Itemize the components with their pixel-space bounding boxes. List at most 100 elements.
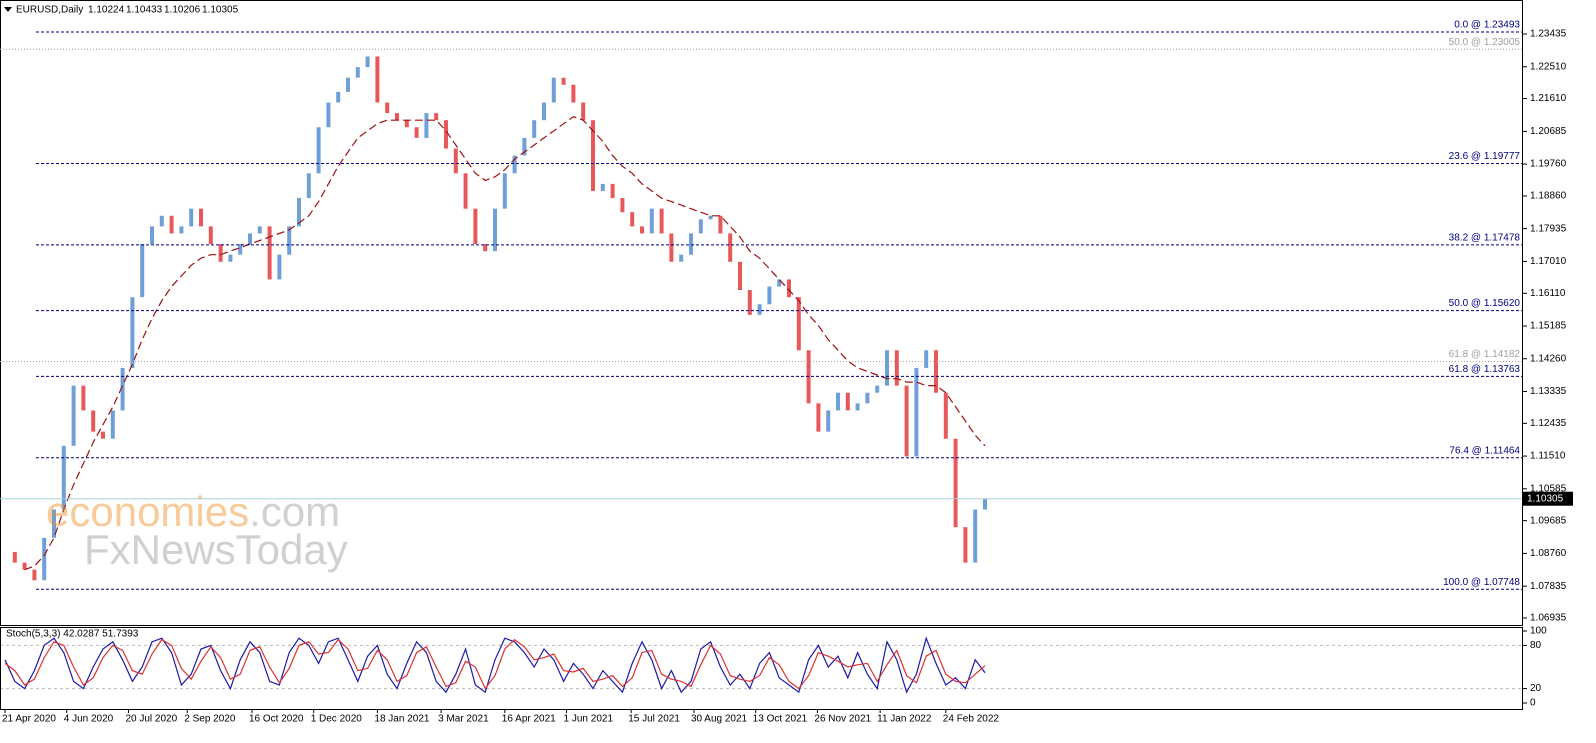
candle: [669, 233, 674, 262]
fib-label: 0.0 @ 1.23493: [1454, 20, 1520, 31]
candle: [777, 279, 782, 287]
moving-average: [24, 116, 986, 571]
candle: [649, 208, 654, 234]
x-tick-label: 1 Jun 2021: [564, 714, 614, 725]
candle: [659, 208, 664, 234]
candle: [728, 233, 733, 262]
candle: [228, 254, 233, 262]
candle: [718, 215, 723, 234]
x-tick-label: 3 Mar 2021: [438, 714, 489, 725]
candle: [640, 226, 644, 234]
candle: [140, 244, 145, 298]
stoch-line: [4, 638, 986, 690]
candle: [297, 198, 301, 227]
candle: [316, 127, 321, 174]
y-tick-label: 1.20685: [1530, 126, 1567, 137]
candle: [493, 208, 497, 252]
x-tick-label: 13 Oct 2021: [753, 714, 808, 725]
main-pane-border: [0, 0, 1523, 626]
candle: [120, 367, 125, 411]
fib-label: 38.2 @ 1.17478: [1449, 232, 1521, 243]
candle: [169, 215, 174, 234]
candle: [453, 148, 458, 174]
candle: [973, 509, 978, 563]
y-tick-label: 1.18860: [1530, 191, 1567, 202]
plot-layer: [0, 56, 1522, 694]
candle: [963, 527, 968, 563]
y-tick-label: 1.08760: [1530, 548, 1567, 559]
y-tick-label: 1.11510: [1530, 451, 1566, 462]
candle: [287, 226, 292, 255]
candle: [571, 84, 576, 103]
candle: [336, 91, 341, 103]
candle: [885, 350, 889, 386]
candle: [101, 431, 105, 439]
stoch-tick-label: 0: [1530, 698, 1536, 709]
watermark-domain: .com: [249, 488, 340, 535]
candle: [189, 208, 194, 227]
last-price-label: 1.10305: [1527, 493, 1564, 504]
candle: [894, 350, 899, 386]
candle: [444, 120, 448, 149]
candle: [267, 226, 272, 280]
candle: [551, 77, 556, 103]
y-tick-label: 1.06935: [1530, 613, 1567, 624]
y-tick-label: 1.23435: [1530, 29, 1567, 40]
y-tick-label: 1.10585: [1530, 483, 1567, 494]
y-tick-label: 1.21610: [1530, 93, 1567, 104]
stoch-tick-label: 20: [1530, 683, 1542, 694]
candle: [532, 120, 537, 138]
candle: [12, 551, 17, 563]
candle: [924, 350, 929, 368]
stoch-tick-label: 100: [1530, 626, 1547, 637]
collapse-arrow[interactable]: [4, 7, 12, 12]
x-tick-label: 15 Jul 2021: [628, 714, 680, 725]
candle: [914, 367, 919, 457]
candle: [855, 403, 860, 411]
candle: [542, 102, 546, 121]
x-tick-label: 26 Nov 2021: [814, 714, 871, 725]
symbol: EURUSD,Daily: [16, 5, 83, 16]
candle: [845, 392, 850, 411]
x-tick-label: 20 Jul 2020: [125, 714, 177, 725]
candle: [375, 56, 380, 103]
x-tick-label: 1 Dec 2020: [311, 714, 363, 725]
candle: [875, 385, 880, 393]
candle: [42, 537, 47, 581]
candle: [463, 173, 468, 209]
y-tick-label: 1.16110: [1530, 288, 1566, 299]
candle: [199, 208, 203, 227]
candle: [698, 219, 703, 234]
fib-label: 76.4 @ 1.11464: [1449, 445, 1520, 456]
close: 1.10305: [202, 5, 239, 16]
candle: [257, 226, 262, 234]
candle: [326, 102, 331, 128]
candle: [179, 226, 184, 234]
candle: [355, 67, 360, 78]
x-tick-label: 4 Jun 2020: [64, 714, 114, 725]
candle: [365, 56, 370, 68]
y-tick-label: 1.13335: [1530, 386, 1567, 397]
candle: [404, 120, 409, 128]
candle: [71, 385, 76, 446]
high: 1.10433: [126, 5, 163, 16]
candle: [150, 226, 154, 245]
candle: [610, 183, 615, 199]
candle: [620, 198, 625, 213]
fib-label: 61.8 @ 1.13763: [1449, 364, 1521, 375]
x-tick-label: 24 Feb 2022: [943, 714, 1000, 725]
candle: [424, 113, 429, 138]
y-tick-label: 1.15185: [1530, 321, 1567, 332]
candle: [708, 215, 713, 220]
x-tick-label: 11 Jan 2022: [877, 714, 932, 725]
candle: [816, 403, 821, 432]
candle: [208, 226, 213, 245]
y-tick-label: 1.07835: [1530, 581, 1567, 592]
candle: [787, 279, 791, 298]
y-tick-label: 1.17935: [1530, 223, 1567, 234]
candle: [738, 261, 742, 291]
stoch-title: Stoch(5,3,3) 42.0287 51.7393: [6, 629, 139, 640]
